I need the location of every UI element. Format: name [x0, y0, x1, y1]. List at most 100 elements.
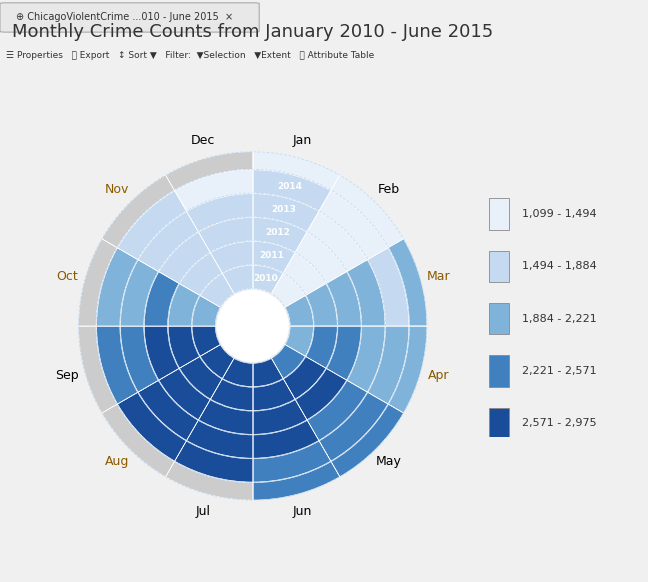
Wedge shape — [388, 239, 427, 326]
FancyBboxPatch shape — [489, 250, 509, 282]
Wedge shape — [253, 400, 307, 434]
Title: Monthly Crime Counts from January 2010 - June 2015: Monthly Crime Counts from January 2010 -… — [12, 23, 493, 41]
Wedge shape — [211, 242, 253, 273]
Wedge shape — [166, 462, 253, 500]
Text: May: May — [376, 455, 402, 469]
Wedge shape — [78, 239, 117, 326]
Wedge shape — [307, 381, 367, 441]
Wedge shape — [198, 400, 253, 434]
Text: 2010: 2010 — [253, 274, 278, 283]
Wedge shape — [211, 379, 253, 410]
Wedge shape — [253, 462, 340, 500]
Circle shape — [217, 290, 288, 361]
Text: 1,099 - 1,494: 1,099 - 1,494 — [522, 209, 596, 219]
FancyBboxPatch shape — [489, 198, 509, 230]
Text: Jul: Jul — [196, 505, 211, 518]
Wedge shape — [179, 253, 222, 295]
Wedge shape — [272, 345, 305, 378]
Wedge shape — [253, 359, 283, 386]
Wedge shape — [222, 359, 253, 386]
Text: Jan: Jan — [293, 134, 312, 147]
Text: 2,221 - 2,571: 2,221 - 2,571 — [522, 366, 596, 376]
Wedge shape — [327, 272, 361, 326]
FancyBboxPatch shape — [489, 407, 509, 439]
FancyBboxPatch shape — [0, 3, 259, 32]
Wedge shape — [253, 194, 319, 232]
Wedge shape — [319, 191, 388, 260]
Text: Aug: Aug — [104, 455, 129, 469]
Wedge shape — [253, 379, 295, 410]
Wedge shape — [253, 242, 295, 273]
Wedge shape — [97, 326, 137, 404]
Wedge shape — [388, 326, 427, 413]
Wedge shape — [347, 260, 385, 326]
Wedge shape — [253, 218, 307, 252]
Wedge shape — [145, 272, 179, 326]
Wedge shape — [331, 404, 404, 477]
Wedge shape — [78, 326, 117, 413]
Text: 2,571 - 2,975: 2,571 - 2,975 — [522, 418, 596, 428]
Wedge shape — [117, 392, 187, 461]
Wedge shape — [253, 265, 283, 293]
Wedge shape — [253, 170, 330, 211]
Wedge shape — [187, 194, 253, 232]
Wedge shape — [121, 326, 158, 392]
Wedge shape — [253, 152, 340, 190]
Wedge shape — [327, 326, 361, 380]
Text: 2011: 2011 — [259, 251, 284, 260]
Wedge shape — [200, 345, 234, 378]
Wedge shape — [192, 296, 220, 326]
Wedge shape — [253, 441, 330, 482]
Wedge shape — [200, 274, 234, 307]
Wedge shape — [102, 175, 174, 247]
Wedge shape — [145, 326, 179, 380]
Wedge shape — [159, 368, 210, 420]
Text: Apr: Apr — [428, 369, 449, 382]
Wedge shape — [306, 326, 337, 368]
Wedge shape — [138, 381, 198, 441]
Wedge shape — [187, 420, 253, 458]
Wedge shape — [295, 232, 347, 283]
Wedge shape — [102, 404, 174, 477]
Wedge shape — [295, 368, 347, 420]
Wedge shape — [168, 326, 200, 368]
Text: Sep: Sep — [55, 369, 79, 382]
Wedge shape — [347, 326, 385, 392]
Text: Feb: Feb — [378, 183, 400, 197]
Text: ☰ Properties   📊 Export   ↕ Sort ▼   Filter:  ▼Selection   ▼Extent   📋 Attribute: ☰ Properties 📊 Export ↕ Sort ▼ Filter: ▼… — [6, 51, 375, 61]
Text: 1,884 - 2,221: 1,884 - 2,221 — [522, 314, 596, 324]
Wedge shape — [117, 191, 187, 260]
Wedge shape — [175, 170, 253, 211]
Text: 2012: 2012 — [265, 228, 290, 237]
Wedge shape — [272, 274, 305, 307]
Text: 1,494 - 1,884: 1,494 - 1,884 — [522, 261, 596, 271]
Wedge shape — [97, 248, 137, 326]
Wedge shape — [319, 392, 388, 461]
Wedge shape — [283, 253, 326, 295]
Text: 2013: 2013 — [272, 205, 296, 214]
Wedge shape — [253, 420, 319, 458]
Wedge shape — [166, 152, 253, 190]
Wedge shape — [138, 211, 198, 271]
Wedge shape — [175, 441, 253, 482]
Wedge shape — [285, 326, 314, 356]
Wedge shape — [285, 296, 314, 326]
Wedge shape — [307, 211, 367, 271]
Wedge shape — [121, 260, 158, 326]
Text: 2014: 2014 — [277, 182, 303, 191]
Wedge shape — [168, 283, 200, 326]
Wedge shape — [222, 265, 253, 293]
Text: ⊕ ChicagoViolentCrime ...010 - June 2015  ×: ⊕ ChicagoViolentCrime ...010 - June 2015… — [16, 12, 233, 23]
Text: Dec: Dec — [191, 134, 215, 147]
Text: Oct: Oct — [56, 269, 78, 283]
Wedge shape — [368, 248, 409, 326]
Text: Mar: Mar — [426, 269, 450, 283]
Text: Nov: Nov — [104, 183, 129, 197]
FancyBboxPatch shape — [489, 355, 509, 387]
Wedge shape — [192, 326, 220, 356]
Wedge shape — [306, 283, 337, 326]
Wedge shape — [159, 232, 210, 283]
Wedge shape — [198, 218, 253, 252]
FancyBboxPatch shape — [489, 303, 509, 334]
Wedge shape — [179, 357, 222, 399]
